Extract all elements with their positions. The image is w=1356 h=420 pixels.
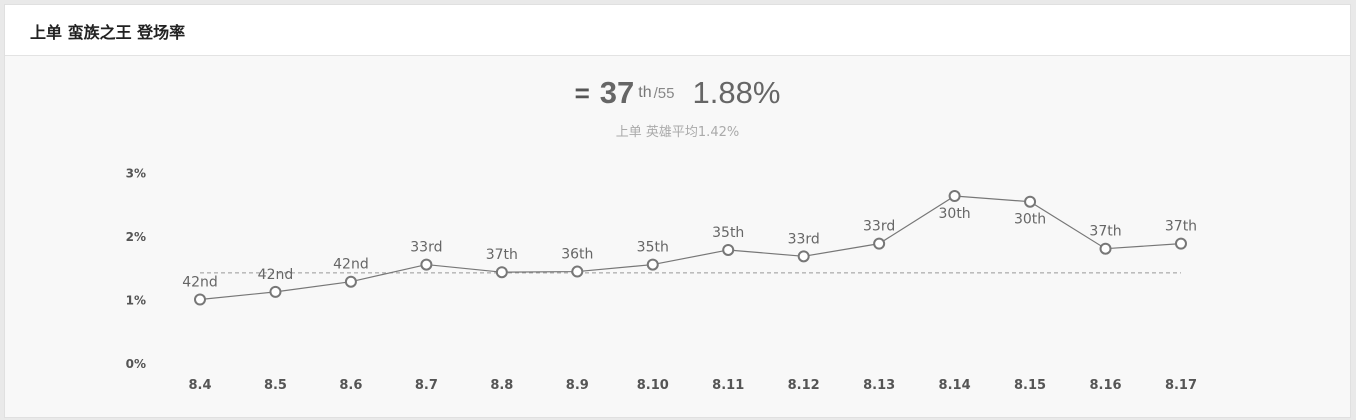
data-label: 42nd (182, 275, 218, 291)
data-label: 37th (1165, 219, 1197, 235)
x-tick-label: 8.9 (566, 378, 589, 393)
data-point (1024, 195, 1037, 208)
x-tick-label: 8.11 (712, 378, 744, 393)
data-point (495, 266, 508, 279)
data-label: 30th (939, 206, 971, 222)
data-label: 36th (561, 247, 593, 263)
data-point (571, 265, 584, 278)
x-axis: 8.4 8.5 8.6 8.7 8.8 8.9 8.10 8.11 8.12 8.13 8.14 8.… (188, 378, 1197, 393)
x-tick-label: 8.10 (637, 378, 669, 393)
rank-suffix: th (638, 84, 652, 101)
data-point (722, 243, 735, 256)
x-tick-label: 8.16 (1089, 378, 1121, 393)
pick-rate: 1.88% (692, 75, 781, 110)
x-tick-label: 8.15 (1014, 378, 1046, 393)
rank-total: /55 (653, 84, 675, 102)
y-tick-label: 1% (126, 294, 146, 308)
x-tick-label: 8.17 (1165, 378, 1197, 393)
data-label: 35th (712, 225, 744, 241)
data-point (646, 258, 659, 271)
x-tick-label: 8.4 (188, 378, 211, 393)
series-line (199, 195, 1182, 301)
data-point (1099, 242, 1112, 255)
data-point (269, 285, 282, 298)
x-tick-label: 8.6 (339, 378, 362, 393)
x-tick-label: 8.7 (415, 378, 438, 393)
data-point (194, 293, 206, 306)
rank-number: 37 (599, 75, 635, 110)
data-label: 33rd (788, 231, 820, 247)
y-tick-label: 2% (126, 230, 146, 244)
y-tick-label: 0% (126, 357, 146, 371)
panel-header: 上单 蛮族之王 登场率 (5, 5, 1350, 56)
trend-equal-icon: = (574, 77, 590, 108)
data-label: 42nd (333, 257, 369, 273)
x-tick-label: 8.5 (264, 378, 287, 393)
data-point (873, 237, 886, 250)
data-label: 33rd (863, 219, 895, 235)
data-label: 37th (1089, 224, 1121, 240)
data-point (420, 258, 433, 271)
data-points (194, 189, 1187, 306)
x-tick-label: 8.13 (863, 378, 895, 393)
data-point (797, 250, 810, 263)
y-tick-label: 3% (126, 167, 146, 181)
x-tick-label: 8.12 (788, 378, 820, 393)
data-point (948, 189, 961, 202)
series-line-group (199, 195, 1182, 301)
data-point (344, 275, 357, 288)
data-label: 30th (1014, 212, 1046, 228)
x-tick-label: 8.8 (490, 378, 513, 393)
y-axis: 0% 1% 2% 3% (126, 167, 146, 372)
average-rate-text: 上单 英雄平均1.42% (615, 125, 740, 140)
data-label: 42nd (258, 267, 294, 283)
data-label: 33rd (410, 240, 442, 256)
data-label: 35th (637, 240, 669, 256)
panel-title: 上单 蛮族之王 登场率 (30, 23, 186, 42)
data-point (1174, 237, 1187, 250)
data-label: 37th (486, 247, 518, 263)
x-tick-label: 8.14 (939, 378, 971, 393)
data-labels: 42nd 42nd 42nd 33rd 37th 36th 35th 35th 33rd 33rd… (182, 206, 1197, 291)
